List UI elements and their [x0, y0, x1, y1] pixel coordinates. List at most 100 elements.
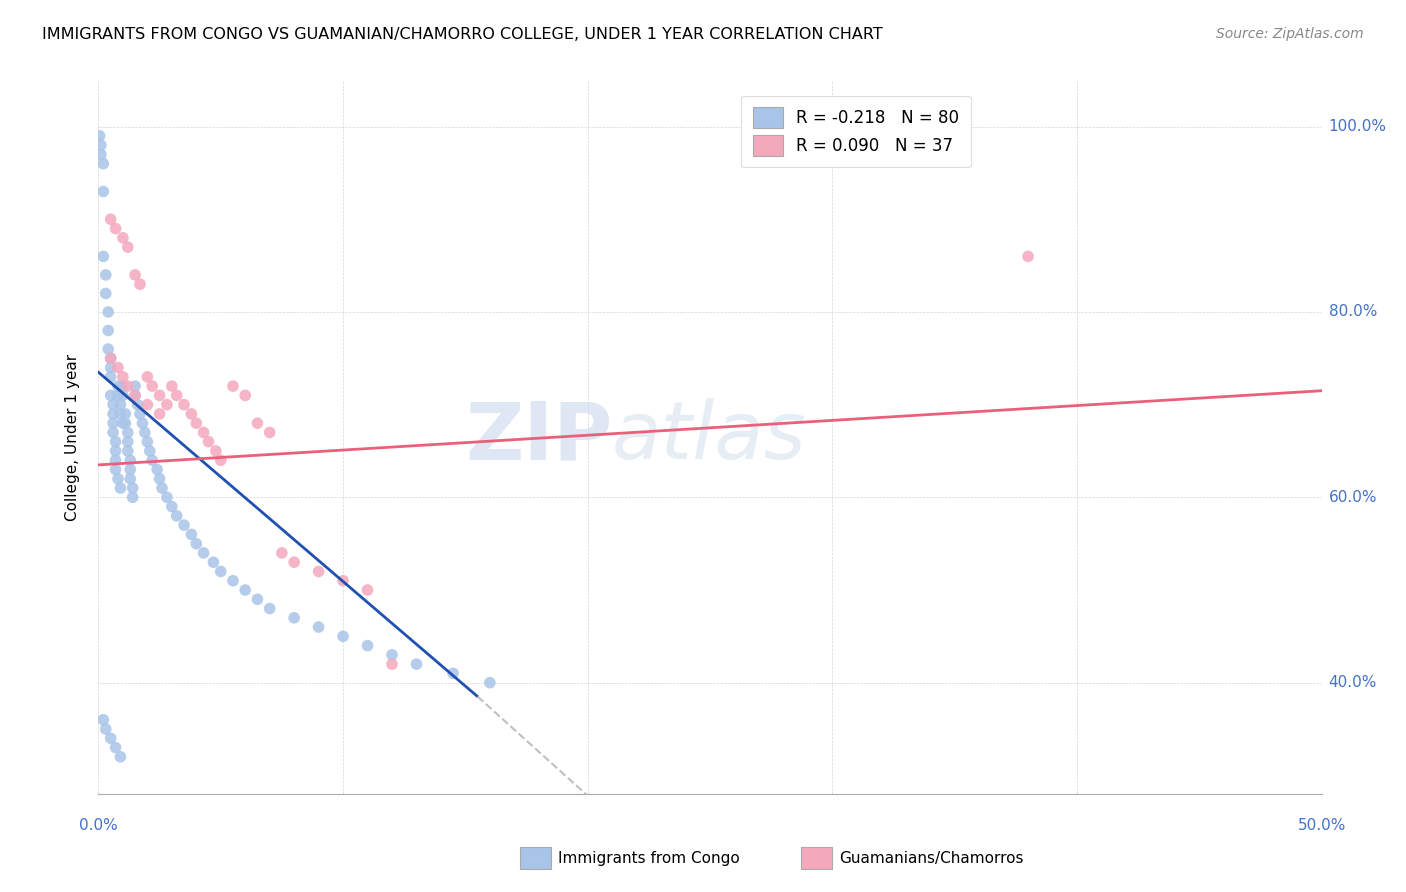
Point: [478, 675, 501, 690]
Point: [193, 425, 215, 440]
Point: [110, 407, 132, 421]
Point: [111, 369, 134, 384]
Point: [356, 639, 378, 653]
Point: [441, 666, 464, 681]
Text: Source: ZipAtlas.com: Source: ZipAtlas.com: [1216, 27, 1364, 41]
Point: [156, 491, 179, 505]
Point: [180, 527, 202, 541]
Legend: R = -0.218   N = 80, R = 0.090   N = 37: R = -0.218 N = 80, R = 0.090 N = 37: [741, 95, 970, 167]
Text: atlas: atlas: [612, 398, 807, 476]
Point: [150, 481, 173, 495]
Point: [259, 601, 281, 615]
Point: [129, 277, 152, 292]
Point: [124, 379, 146, 393]
Point: [117, 425, 139, 440]
Point: [149, 472, 172, 486]
Point: [197, 434, 219, 449]
Point: [166, 508, 188, 523]
Point: [139, 444, 162, 458]
Point: [127, 398, 149, 412]
Point: [124, 388, 146, 402]
Point: [104, 740, 127, 755]
Point: [202, 555, 225, 569]
Point: [101, 407, 124, 421]
Point: [104, 453, 127, 467]
Point: [101, 416, 124, 430]
Text: Guamanians/Chamorros: Guamanians/Chamorros: [839, 851, 1024, 865]
Point: [209, 565, 232, 579]
Point: [120, 462, 142, 476]
Point: [160, 500, 183, 514]
Point: [104, 434, 127, 449]
Point: [246, 592, 269, 607]
Point: [149, 407, 172, 421]
Text: 80.0%: 80.0%: [1329, 304, 1376, 319]
Point: [129, 407, 152, 421]
Point: [173, 518, 195, 533]
Point: [107, 388, 129, 402]
Point: [100, 731, 122, 746]
Point: [100, 388, 122, 402]
Point: [110, 749, 132, 764]
Point: [117, 434, 139, 449]
Point: [124, 388, 146, 402]
Point: [356, 582, 378, 597]
Point: [111, 231, 134, 245]
Point: [100, 351, 122, 366]
Point: [94, 268, 117, 282]
Point: [89, 128, 111, 143]
Point: [104, 221, 127, 235]
Point: [332, 574, 354, 588]
Point: [100, 351, 122, 366]
Point: [141, 379, 163, 393]
Point: [91, 185, 114, 199]
Point: [193, 546, 215, 560]
Point: [111, 416, 134, 430]
Point: [91, 157, 114, 171]
Point: [1017, 249, 1039, 263]
Point: [110, 481, 132, 495]
Point: [117, 444, 139, 458]
Point: [94, 722, 117, 736]
Point: [283, 611, 305, 625]
Text: 40.0%: 40.0%: [1329, 675, 1376, 690]
Point: [222, 379, 245, 393]
Point: [233, 388, 256, 402]
Point: [332, 629, 354, 643]
Point: [186, 536, 208, 550]
Point: [120, 453, 142, 467]
Point: [381, 648, 404, 662]
Point: [121, 481, 143, 495]
Point: [121, 491, 143, 505]
Point: [97, 342, 120, 356]
Point: [91, 713, 114, 727]
Point: [107, 472, 129, 486]
Point: [136, 434, 159, 449]
Point: [97, 324, 120, 338]
Text: 50.0%: 50.0%: [1298, 818, 1346, 832]
Point: [166, 388, 188, 402]
Point: [104, 444, 127, 458]
Point: [101, 398, 124, 412]
Point: [246, 416, 269, 430]
Point: [283, 555, 305, 569]
Point: [141, 453, 163, 467]
Point: [136, 398, 159, 412]
Point: [209, 453, 232, 467]
Point: [120, 472, 142, 486]
Point: [146, 462, 169, 476]
Text: 100.0%: 100.0%: [1329, 120, 1386, 134]
Point: [173, 398, 195, 412]
Point: [110, 398, 132, 412]
Point: [149, 388, 172, 402]
Point: [101, 425, 124, 440]
Point: [222, 574, 245, 588]
Point: [94, 286, 117, 301]
Point: [160, 379, 183, 393]
Y-axis label: College, Under 1 year: College, Under 1 year: [65, 353, 80, 521]
Point: [107, 379, 129, 393]
Text: 0.0%: 0.0%: [79, 818, 118, 832]
Point: [308, 565, 330, 579]
Text: ZIP: ZIP: [465, 398, 612, 476]
Point: [114, 407, 136, 421]
